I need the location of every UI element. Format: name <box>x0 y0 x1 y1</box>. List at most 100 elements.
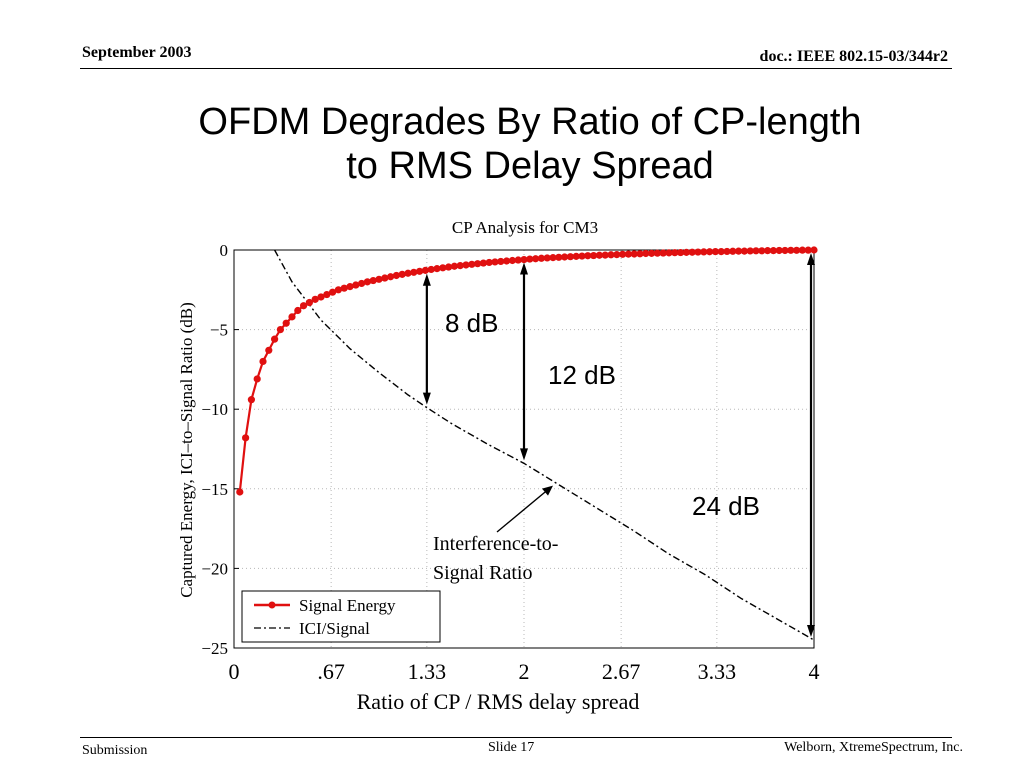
series-signal-energy-point <box>804 246 812 254</box>
annotation-arrowhead <box>807 253 815 265</box>
series-signal-energy-point <box>450 262 458 270</box>
y-tick-label: −10 <box>201 400 228 419</box>
series-signal-energy-point <box>439 264 447 272</box>
y-tick-label: −15 <box>201 480 228 499</box>
series-signal-energy-point <box>375 275 383 283</box>
series-signal-energy-point <box>688 248 696 256</box>
series-signal-energy-point <box>514 256 522 264</box>
footer-slide-number: Slide 17 <box>488 740 535 755</box>
series-signal-energy-point <box>619 250 627 258</box>
slide-title-line-1: OFDM Degrades By Ratio of CP-length <box>198 101 862 143</box>
annotation-ici-label-line-2: Signal Ratio <box>433 562 532 584</box>
annotation-arrowhead <box>422 273 431 286</box>
x-axis-label: Ratio of CP / RMS delay spread <box>357 689 640 714</box>
series-signal-energy-point <box>706 248 714 256</box>
series-signal-energy-point <box>740 247 749 255</box>
series-signal-energy-point <box>334 286 342 294</box>
series-signal-energy-point <box>236 488 244 496</box>
series-signal-energy-point <box>404 269 412 277</box>
series-signal-energy-point <box>358 279 366 288</box>
series-signal-energy-point <box>677 248 685 257</box>
series-signal-energy-point <box>276 326 284 334</box>
series-signal-energy-point <box>555 253 563 261</box>
series-signal-energy-point <box>503 257 511 265</box>
series-signal-energy-point <box>300 302 308 310</box>
plot-frame <box>233 249 815 649</box>
y-tick-label: −25 <box>201 639 228 658</box>
series-signal-energy-point <box>520 255 528 264</box>
series-signal-energy-point <box>584 252 592 260</box>
header-divider <box>80 68 952 69</box>
series-signal-energy-point <box>462 261 470 269</box>
series-signal-energy-point <box>607 251 615 259</box>
legend-signal-energy-label: Signal Energy <box>299 596 396 615</box>
annotation-arrowhead <box>520 262 528 275</box>
x-tick-label: 2.67 <box>602 659 641 684</box>
series-signal-energy-point <box>259 357 267 366</box>
series-signal-energy-point <box>433 265 441 273</box>
series-signal-energy-point <box>723 247 731 256</box>
header-doc-id: doc.: IEEE 802.15-03/344r2 <box>759 48 948 65</box>
series-signal-energy-point <box>363 278 371 286</box>
footer-divider <box>80 737 952 738</box>
legend-ici-signal-label: ICI/Signal <box>299 619 370 638</box>
series-signal-energy-point <box>694 248 702 256</box>
series-ici-signal-line <box>273 249 815 641</box>
series-signal-energy-point <box>659 249 667 257</box>
series-signal-energy-point <box>717 247 725 256</box>
series-signal-energy-point <box>636 250 644 258</box>
series-signal-energy-point <box>590 251 598 260</box>
x-tick-label: 0 <box>229 659 240 684</box>
series-signal-energy-point <box>700 248 708 256</box>
y-axis-ticks: 0 −5 −10 −15 −20 −25 <box>201 241 239 658</box>
legend-signal-energy-marker <box>268 601 276 609</box>
footer-author: Welborn, XtremeSpectrum, Inc. <box>784 740 963 755</box>
series-signal-energy-point <box>578 252 586 260</box>
series-signal-energy-point <box>398 270 406 278</box>
series-signal-energy-point <box>392 271 400 280</box>
x-tick-label: 1.33 <box>408 659 447 684</box>
series-signal-energy-point <box>793 246 801 254</box>
series-signal-energy-point <box>630 250 638 258</box>
series-signal-energy-point <box>537 254 546 262</box>
series-signal-energy-point <box>781 246 789 255</box>
annotation-arrowhead <box>520 448 528 461</box>
series-signal-energy-point <box>491 258 499 266</box>
x-tick-label: .67 <box>317 659 345 684</box>
series-signal-energy-point <box>323 290 331 299</box>
legend-box <box>241 590 441 643</box>
series-signal-energy-point <box>624 250 633 258</box>
series-signal-energy-point <box>317 293 325 301</box>
series-signal-energy-point <box>671 249 679 257</box>
series-signal-energy-point <box>468 260 476 268</box>
series-signal-energy-point <box>561 253 569 261</box>
series-signal-energy-point <box>456 262 464 270</box>
series-signal-energy-point <box>474 260 482 268</box>
series-signal-energy-point <box>265 346 273 354</box>
y-tick-label: −20 <box>201 559 228 578</box>
annotation-arrowhead <box>422 392 431 405</box>
series-signal-energy-point <box>787 246 795 254</box>
chart-legend: Signal Energy ICI/Signal <box>241 590 441 643</box>
series-signal-energy-point <box>445 263 453 271</box>
x-tick-label: 3.33 <box>698 659 737 684</box>
series-signal-energy-point <box>282 319 290 327</box>
series-signal-energy-point <box>810 246 818 254</box>
series-signal-energy-point <box>746 247 754 255</box>
series-signal-energy-point <box>288 313 296 321</box>
x-tick-label: 4 <box>809 659 820 684</box>
y-tick-label: 0 <box>220 241 229 260</box>
series-signal-energy-point <box>485 258 493 267</box>
slide-title: OFDM Degrades By Ratio of CP-length to R… <box>100 100 960 188</box>
series-signal-energy-point <box>711 247 720 256</box>
series-signal-energy-point <box>497 257 505 266</box>
series-signal-energy-point <box>653 249 662 257</box>
x-axis-ticks: 0 .67 1.33 2 2.67 3.33 4 <box>229 659 820 684</box>
series-signal-energy-point <box>479 259 487 267</box>
series-signal-energy-point <box>381 274 389 282</box>
series-signal-energy-point <box>729 247 737 255</box>
series-signal-energy-point <box>305 298 313 307</box>
annotation-24db: 24 dB <box>692 491 760 521</box>
annotation-arrowhead <box>807 625 815 638</box>
